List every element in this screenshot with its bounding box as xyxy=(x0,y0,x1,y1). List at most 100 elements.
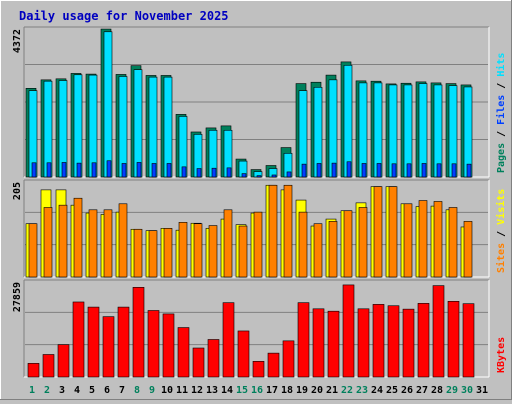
chart-panels: 4372 Pages / Files / Hits 205 Sites / Visit… xyxy=(12,26,507,378)
bar-kbytes-day-23 xyxy=(357,308,370,378)
bar-files-day-28 xyxy=(433,84,443,178)
bar-files-day-10 xyxy=(163,76,173,178)
bar-pages-day-5 xyxy=(91,162,97,178)
bar-files-day-30 xyxy=(463,86,473,178)
bar-files-day-7 xyxy=(118,76,128,178)
bar-sites-day-9 xyxy=(148,230,158,278)
bar-kbytes-day-5 xyxy=(87,306,100,378)
bar-files-day-6 xyxy=(103,31,113,178)
bar-kbytes-day-22 xyxy=(342,284,355,378)
x-tick-label-day-22: 22 xyxy=(341,385,353,396)
x-tick-label-day-19: 19 xyxy=(296,385,308,396)
bar-pages-day-29 xyxy=(451,163,457,178)
bar-pages-day-3 xyxy=(61,162,67,178)
bar-pages-day-24 xyxy=(376,163,382,178)
bar-sites-day-15 xyxy=(238,225,248,278)
bar-pages-day-22 xyxy=(346,161,352,178)
bar-kbytes-day-13 xyxy=(207,339,220,378)
bar-files-day-26 xyxy=(403,84,413,178)
x-tick-label-day-15: 15 xyxy=(236,385,248,396)
x-tick-label-day-21: 21 xyxy=(326,385,338,396)
panel-top: 4372 Pages / Files / Hits xyxy=(12,26,507,178)
bar-kbytes-day-2 xyxy=(42,354,55,378)
x-tick-label-day-8: 8 xyxy=(134,385,140,396)
x-tick-label-day-24: 24 xyxy=(371,385,383,396)
bar-files-day-21 xyxy=(328,79,338,178)
panel-legend: Sites / Visits xyxy=(495,189,507,273)
bar-kbytes-day-24 xyxy=(372,304,385,378)
bar-pages-day-6 xyxy=(106,160,112,178)
bar-pages-day-19 xyxy=(301,163,307,178)
bar-sites-day-30 xyxy=(463,221,473,278)
bar-kbytes-day-11 xyxy=(177,327,190,378)
bar-sites-day-20 xyxy=(313,223,323,278)
bar-sites-day-7 xyxy=(118,203,128,278)
bar-pages-day-17 xyxy=(271,174,277,178)
bar-kbytes-day-7 xyxy=(117,306,130,378)
bar-files-day-24 xyxy=(373,82,383,178)
bar-sites-day-8 xyxy=(133,228,143,278)
panel-max-label: 27859 xyxy=(12,282,23,312)
bar-sites-day-22 xyxy=(343,210,353,278)
x-axis: 1 2 3 4 5 6 7 8 9 10 11 12 13 14 15 16 17 18 19 20 21 22 23 24 2… xyxy=(29,385,488,396)
x-tick-label-day-20: 20 xyxy=(311,385,323,396)
bar-pages-day-23 xyxy=(361,163,367,178)
panel-bottom: 27859 KBytes xyxy=(12,279,507,378)
panel-max-label: 4372 xyxy=(12,29,23,53)
bar-pages-day-30 xyxy=(466,163,472,178)
bar-kbytes-day-9 xyxy=(147,310,160,378)
bar-pages-day-16 xyxy=(256,175,262,178)
bar-pages-day-7 xyxy=(121,163,127,178)
legend-item: / xyxy=(496,83,507,95)
x-tick-label-day-17: 17 xyxy=(266,385,278,396)
legend-item: / xyxy=(496,231,507,243)
bar-sites-day-23 xyxy=(358,207,368,278)
bar-sites-day-18 xyxy=(283,184,293,278)
x-tick-label-day-13: 13 xyxy=(206,385,218,396)
x-tick-label-day-10: 10 xyxy=(161,385,173,396)
bar-sites-day-10 xyxy=(163,228,173,278)
chart-title: Daily usage for November 2025 xyxy=(19,9,229,23)
bar-pages-day-11 xyxy=(181,166,187,178)
bar-kbytes-day-4 xyxy=(72,301,85,378)
bar-kbytes-day-14 xyxy=(222,302,235,378)
bar-pages-day-14 xyxy=(226,167,232,178)
bar-sites-day-2 xyxy=(43,207,53,278)
bar-kbytes-day-25 xyxy=(387,305,400,378)
x-tick-label-day-7: 7 xyxy=(119,385,125,396)
bar-kbytes-day-16 xyxy=(252,361,265,378)
bar-files-day-25 xyxy=(388,84,398,178)
bar-sites-day-1 xyxy=(28,223,38,278)
legend-item: Sites xyxy=(495,243,507,273)
bar-pages-day-13 xyxy=(211,167,217,178)
bar-kbytes-day-19 xyxy=(297,302,310,378)
x-tick-label-day-31: 31 xyxy=(476,385,488,396)
x-tick-label-day-5: 5 xyxy=(89,385,95,396)
x-tick-label-day-27: 27 xyxy=(416,385,428,396)
legend-item: Hits xyxy=(495,53,507,83)
bar-sites-day-12 xyxy=(193,223,203,278)
bar-kbytes-day-15 xyxy=(237,330,250,378)
x-tick-label-day-4: 4 xyxy=(74,385,80,396)
bar-files-day-5 xyxy=(88,74,98,178)
bar-kbytes-day-28 xyxy=(432,285,445,378)
bar-pages-day-27 xyxy=(421,163,427,178)
bar-sites-day-11 xyxy=(178,222,188,278)
bar-kbytes-day-17 xyxy=(267,352,280,378)
bar-kbytes-day-10 xyxy=(162,313,175,378)
legend-item: KBytes xyxy=(496,337,507,373)
bar-sites-day-19 xyxy=(298,211,308,278)
bar-sites-day-25 xyxy=(388,186,398,278)
x-tick-label-day-1: 1 xyxy=(29,385,35,396)
bar-kbytes-day-26 xyxy=(402,308,415,378)
bar-sites-day-6 xyxy=(103,209,113,278)
panel-legend: Pages / Files / Hits xyxy=(495,53,507,173)
bar-pages-day-12 xyxy=(196,168,202,178)
bar-sites-day-16 xyxy=(253,211,263,278)
series-pages xyxy=(31,160,472,178)
bar-pages-day-21 xyxy=(331,162,337,178)
bar-files-day-27 xyxy=(418,83,428,178)
bar-kbytes-day-1 xyxy=(27,363,40,378)
